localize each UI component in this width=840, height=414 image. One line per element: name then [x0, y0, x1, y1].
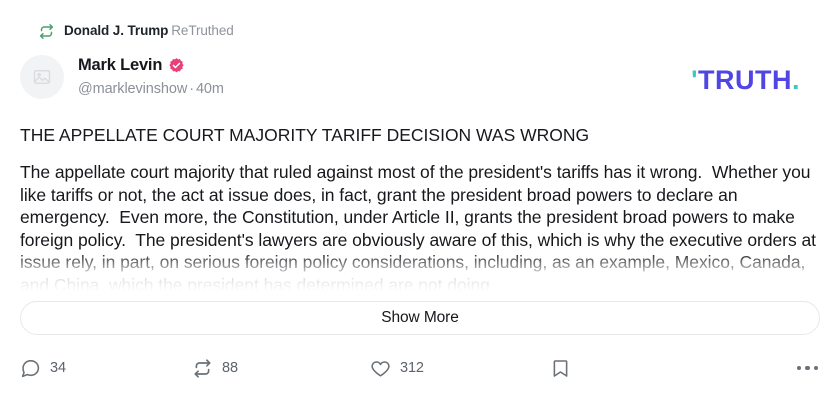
bookmark-button[interactable]	[550, 358, 700, 379]
like-count: 312	[400, 360, 424, 376]
post-body: The appellate court majority that ruled …	[20, 162, 816, 291]
bookmark-icon	[550, 358, 571, 379]
post-content: THE APPELLATE COURT MAJORITY TARIFF DECI…	[20, 123, 820, 335]
logo-apostrophe: '	[691, 65, 698, 95]
post-action-bar: 34 88 312	[20, 351, 820, 385]
retruth-header: Donald J. Trump ReTruthed	[20, 0, 820, 42]
retruth-button[interactable]: 88	[192, 358, 370, 379]
retruth-label: Donald J. Trump ReTruthed	[64, 23, 234, 39]
more-options-button[interactable]	[796, 365, 818, 371]
verified-badge-svg	[169, 57, 184, 72]
comment-count: 34	[50, 360, 66, 376]
post-headline: THE APPELLATE COURT MAJORITY TARIFF DECI…	[20, 125, 590, 145]
author-display-name[interactable]: Mark Levin	[78, 56, 163, 74]
more-horizontal-icon	[796, 365, 818, 371]
like-button[interactable]: 312	[370, 358, 550, 379]
truth-social-logo: ' TRUTH.	[691, 67, 800, 94]
retruth-count: 88	[222, 360, 238, 376]
post-timestamp[interactable]: 40m	[195, 81, 224, 97]
heart-icon	[370, 358, 391, 379]
verified-badge-icon	[168, 57, 185, 74]
comment-icon	[20, 358, 41, 379]
author-row: Mark Levin @marklevinshow · 40m ' TRUTH.	[20, 53, 820, 105]
author-name-line: Mark Levin	[78, 54, 224, 76]
comment-button[interactable]: 34	[20, 358, 192, 379]
author-meta: Mark Levin @marklevinshow · 40m	[78, 53, 224, 99]
post-body-clip: The appellate court majority that ruled …	[20, 161, 820, 291]
dot-3	[813, 365, 818, 371]
handle-separator: ·	[189, 81, 194, 97]
retruth-user-name[interactable]: Donald J. Trump	[64, 23, 169, 38]
retruth-icon	[192, 358, 213, 379]
author-handle[interactable]: @marklevinshow	[78, 81, 188, 97]
dot-2	[805, 365, 810, 371]
show-more-button[interactable]: Show More	[20, 301, 820, 335]
logo-period: .	[791, 65, 800, 95]
avatar[interactable]	[20, 55, 64, 99]
broken-image-placeholder-icon	[33, 70, 51, 84]
dot-1	[796, 365, 801, 371]
retruth-icon	[38, 23, 55, 40]
retruth-action-text: ReTruthed	[171, 23, 234, 38]
author-handle-line: @marklevinshow · 40m	[78, 79, 224, 99]
logo-wordmark: TRUTH	[698, 65, 792, 95]
